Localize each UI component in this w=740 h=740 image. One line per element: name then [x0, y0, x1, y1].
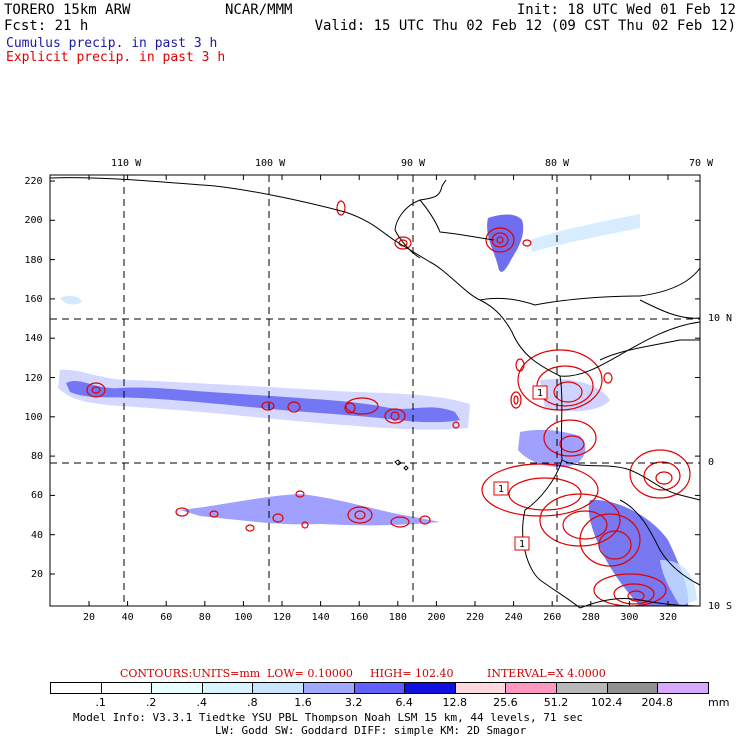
explicit-precip-contours	[86, 200, 691, 607]
legend-explicit: Explicit precip. in past 3 h	[6, 50, 226, 65]
lat-label: 10 N	[708, 313, 733, 324]
x-tick-label: 160	[350, 612, 369, 623]
y-tick-label: 140	[24, 333, 43, 345]
coastlines	[49, 177, 701, 609]
contour-label-box	[514, 536, 530, 551]
colorbar-level-label: 102.4	[590, 696, 623, 709]
colorbar-level-label: .1	[95, 696, 106, 709]
cumulus-precip-shading	[58, 214, 697, 606]
contour-label-box	[493, 481, 509, 496]
x-tick-label: 300	[620, 612, 639, 623]
colorbar-level-label: 1.6	[294, 696, 312, 709]
colorbar-cell	[454, 682, 507, 694]
lon-label: 80 W	[545, 158, 570, 169]
organization-label: NCAR/MMM	[225, 2, 293, 18]
lon-label: 110 W	[111, 158, 142, 169]
colorbar-cell	[50, 682, 102, 694]
y-tick-label: 100	[24, 411, 43, 423]
legend-cumulus: Cumulus precip. in past 3 h	[6, 36, 218, 51]
itcz-band-south	[180, 494, 440, 526]
x-tick-label: 100	[234, 612, 253, 623]
x-tick-label: 220	[466, 612, 485, 623]
colorbar-level-label: 6.4	[395, 696, 413, 709]
forecast-hour: Fcst: 21 h	[4, 18, 89, 34]
x-tick-label: 240	[504, 612, 523, 623]
x-tick-label: 20	[83, 612, 96, 623]
y-tick-label: 160	[24, 293, 43, 305]
colorbar-cell	[252, 682, 304, 694]
colorbar-level-label: 25.6	[493, 696, 518, 709]
x-tick-label: 180	[388, 612, 407, 623]
contour-label: 1	[537, 388, 544, 399]
amazon-blob	[588, 499, 689, 606]
x-tick-label: 80	[198, 612, 211, 623]
graticule	[50, 175, 700, 606]
y-tick-label: 120	[24, 372, 43, 384]
colorbar-unit: mm	[708, 696, 730, 709]
colorbar-level-label: 51.2	[543, 696, 569, 709]
light-shading-northeast	[530, 214, 640, 252]
x-tick-label: 280	[581, 612, 600, 623]
colorbar-level-label: 3.2	[344, 696, 363, 709]
y-tick-label: 60	[31, 490, 44, 502]
colorbar-cell	[657, 682, 709, 694]
y-tick-label: 40	[31, 529, 44, 541]
contour-info-units: UNITS=mm	[192, 667, 261, 680]
colorbar-cell	[303, 682, 355, 694]
colorbar-level-label: 204.8	[641, 696, 673, 709]
colorbar-cell	[606, 682, 659, 694]
contour-label-boxes	[493, 385, 548, 551]
lon-label: 70 W	[689, 158, 714, 169]
map-frame	[49, 174, 701, 607]
colorbar-cell	[201, 682, 254, 694]
x-tick-label: 60	[160, 612, 173, 623]
model-info-line1: Model Info: V3.3.1 Tiedtke YSU PBL Thomp…	[73, 711, 583, 724]
axis-tick-marks	[50, 175, 700, 606]
model-title: TORERO 15km ARW	[4, 2, 131, 18]
init-time: Init: 18 UTC Wed 01 Feb 12	[516, 2, 736, 18]
colorbar-cell	[505, 682, 557, 694]
lon-label: 90 W	[401, 158, 426, 169]
itcz-band-north	[66, 381, 460, 423]
colorbar-cell	[556, 682, 608, 694]
colombia-blob	[518, 429, 586, 468]
contour-info-low: LOW= 0.10000	[267, 667, 353, 680]
contour-info-interval: INTERVAL=X 4.0000	[487, 667, 606, 680]
y-tick-label: 220	[24, 176, 43, 187]
y-tick-label: 180	[24, 254, 43, 266]
lon-label: 100 W	[255, 158, 286, 169]
lat-label: 10 S	[708, 601, 733, 612]
valid-time: Valid: 15 UTC Thu 02 Feb 12 (09 CST Thu …	[314, 18, 736, 34]
colorbar-cell	[404, 682, 456, 694]
model-info-line2: LW: Godd SW: Goddard DIFF: simple KM: 2D…	[215, 724, 527, 737]
y-tick-label: 200	[24, 215, 43, 227]
colorbar-level-label: 12.8	[442, 696, 468, 709]
lat-label: 0	[708, 457, 715, 468]
colorbar-cell	[100, 682, 153, 694]
colorbar-level-label: .2	[145, 696, 157, 709]
x-tick-label: 40	[121, 612, 134, 623]
contour-info-label: CONTOURS:	[120, 667, 193, 680]
colorbar-level-label: .8	[247, 696, 258, 709]
x-tick-label: 140	[311, 612, 330, 623]
x-tick-label: 120	[273, 612, 292, 623]
contour-label-box	[532, 385, 548, 400]
contour-info-high: HIGH= 102.40	[370, 667, 454, 680]
y-tick-label: 80	[31, 451, 44, 463]
light-shading-west	[60, 295, 82, 305]
colorbar-cell	[353, 682, 406, 694]
contour-label: 1	[519, 539, 526, 550]
x-tick-label: 260	[543, 612, 562, 623]
colorbar-level-label: .4	[196, 696, 208, 709]
itcz-band-north-edge	[58, 369, 470, 430]
contour-label: 1	[498, 484, 505, 495]
x-tick-label: 200	[427, 612, 446, 623]
x-tick-label: 320	[659, 612, 678, 623]
colorbar-cell	[151, 682, 203, 694]
light-shading-south-east	[660, 560, 697, 606]
y-tick-label: 20	[31, 569, 44, 580]
